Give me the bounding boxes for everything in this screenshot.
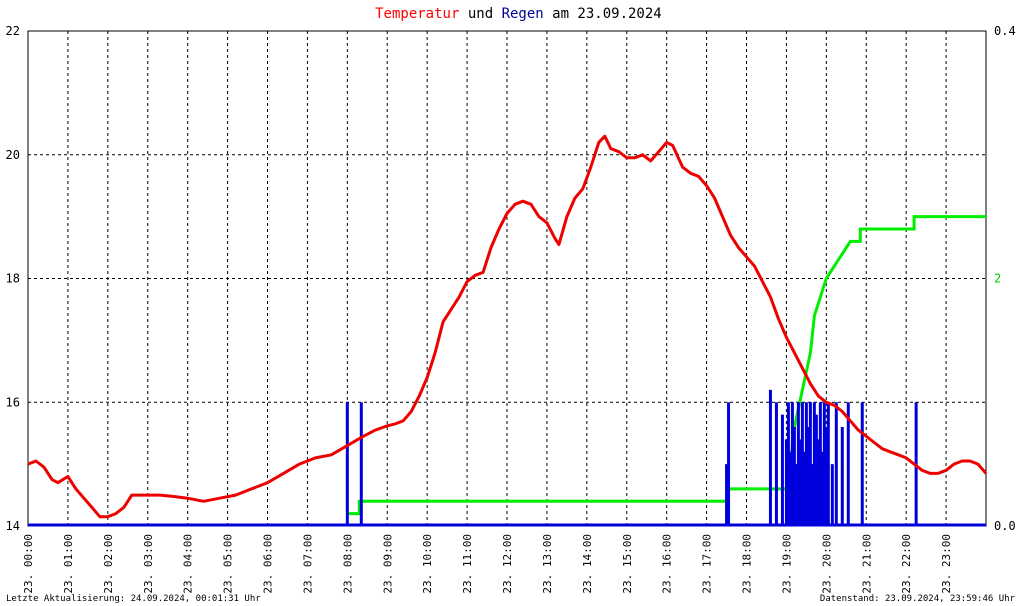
footer-last-update: Letzte Aktualisierung: 24.09.2024, 00:01… <box>6 594 261 604</box>
x-tick-label: 23. 14:00 <box>581 534 594 594</box>
x-tick-label: 23. 23:00 <box>940 534 953 594</box>
temperature-line <box>27 134 988 519</box>
y-left-tick-label: 14 <box>6 519 20 533</box>
x-tick-label: 23. 02:00 <box>102 534 115 594</box>
x-tick-label: 23. 18:00 <box>741 534 754 594</box>
y-right-tick-label: 2 <box>994 272 1001 286</box>
series-layer <box>27 134 988 527</box>
x-tick-label: 23. 08:00 <box>341 534 354 594</box>
title-und: und <box>459 6 501 22</box>
x-tick-label: 23. 03:00 <box>142 534 155 594</box>
y-left-tick-label: 22 <box>6 24 20 38</box>
tick-labels: 23. 00:00 23. 01:00 23. 02:00 23. 03:00 23. … <box>6 24 1016 594</box>
x-tick-label: 23. 13:00 <box>541 534 554 594</box>
y-left-tick-label: 20 <box>6 148 20 162</box>
x-tick-label: 23. 12:00 <box>501 534 514 594</box>
x-tick-label: 23. 05:00 <box>222 534 235 594</box>
y-right-tick-label: 0.0 <box>994 519 1016 533</box>
x-tick-label: 23. 06:00 <box>262 534 275 594</box>
x-tick-label: 23. 15:00 <box>621 534 634 594</box>
x-tick-label: 23. 09:00 <box>381 534 394 594</box>
x-tick-label: 23. 07:00 <box>301 534 314 594</box>
title-rain: Regen <box>502 6 544 22</box>
y-left-tick-label: 16 <box>6 395 20 409</box>
x-tick-label: 23. 22:00 <box>900 534 913 594</box>
x-tick-label: 23. 11:00 <box>461 534 474 594</box>
x-tick-label: 23. 04:00 <box>182 534 195 594</box>
chart-title: Temperatur und Regen am 23.09.2024 <box>316 6 704 22</box>
x-tick-label: 23. 19:00 <box>780 534 793 594</box>
x-tick-label: 23. 20:00 <box>820 534 833 594</box>
x-tick-label: 23. 10:00 <box>421 534 434 594</box>
grid <box>28 31 986 526</box>
y-left-tick-label: 18 <box>6 272 20 286</box>
x-tick-label: 23. 17:00 <box>701 534 714 594</box>
x-tick-label: 23. 16:00 <box>661 534 674 594</box>
x-tick-label: 23. 21:00 <box>860 534 873 594</box>
x-tick-label: 23. 00:00 <box>22 534 35 594</box>
title-temperature: Temperatur <box>375 6 459 22</box>
title-date: am 23.09.2024 <box>544 6 662 22</box>
y-right-tick-label: 0.4 <box>994 24 1016 38</box>
x-tick-label: 23. 01:00 <box>62 534 75 594</box>
footer-data-status: Datenstand: 23.09.2024, 23:59:46 Uhr <box>820 594 1016 604</box>
